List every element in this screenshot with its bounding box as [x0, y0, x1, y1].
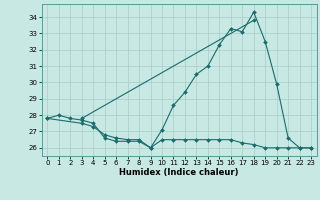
X-axis label: Humidex (Indice chaleur): Humidex (Indice chaleur) [119, 168, 239, 177]
